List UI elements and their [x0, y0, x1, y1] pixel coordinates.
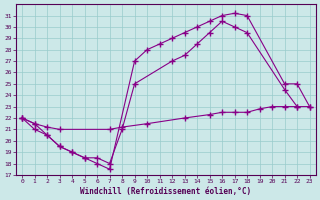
X-axis label: Windchill (Refroidissement éolien,°C): Windchill (Refroidissement éolien,°C)	[80, 187, 252, 196]
